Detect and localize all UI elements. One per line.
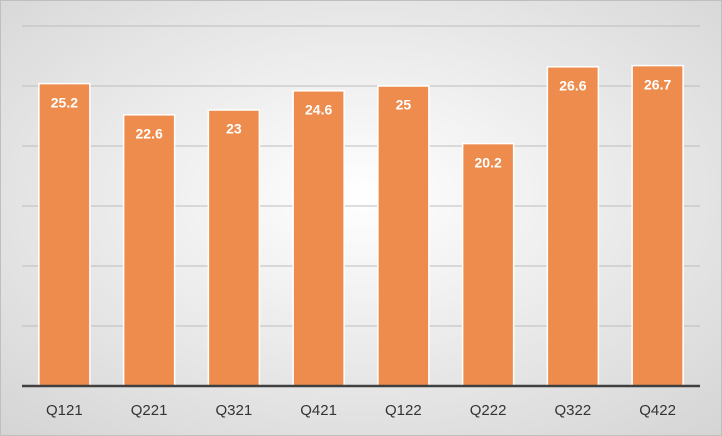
x-tick-label: Q222: [470, 402, 507, 419]
bar: [38, 82, 91, 387]
bar: [292, 90, 345, 387]
bar: [207, 109, 261, 387]
data-label: 26.6: [559, 78, 586, 94]
x-tick-label: Q321: [216, 402, 253, 419]
bar: [546, 66, 600, 387]
bar: [631, 64, 684, 387]
bar: [377, 85, 430, 387]
data-label: 25.2: [51, 94, 78, 110]
data-label: 25: [396, 97, 412, 113]
data-label: 26.7: [644, 76, 671, 92]
x-tick-label: Q221: [131, 402, 168, 419]
x-tick-label: Q122: [385, 402, 422, 419]
data-label: 22.6: [136, 126, 163, 142]
x-tick-label: Q421: [300, 402, 337, 419]
bar: [461, 142, 515, 387]
data-label: 20.2: [475, 154, 502, 170]
x-tick-label: Q322: [555, 402, 592, 419]
data-label: 24.6: [305, 102, 332, 118]
x-tick-label: Q121: [46, 402, 83, 419]
data-label: 23: [226, 121, 242, 137]
bar: [122, 114, 176, 387]
x-tick-label: Q422: [639, 402, 676, 419]
